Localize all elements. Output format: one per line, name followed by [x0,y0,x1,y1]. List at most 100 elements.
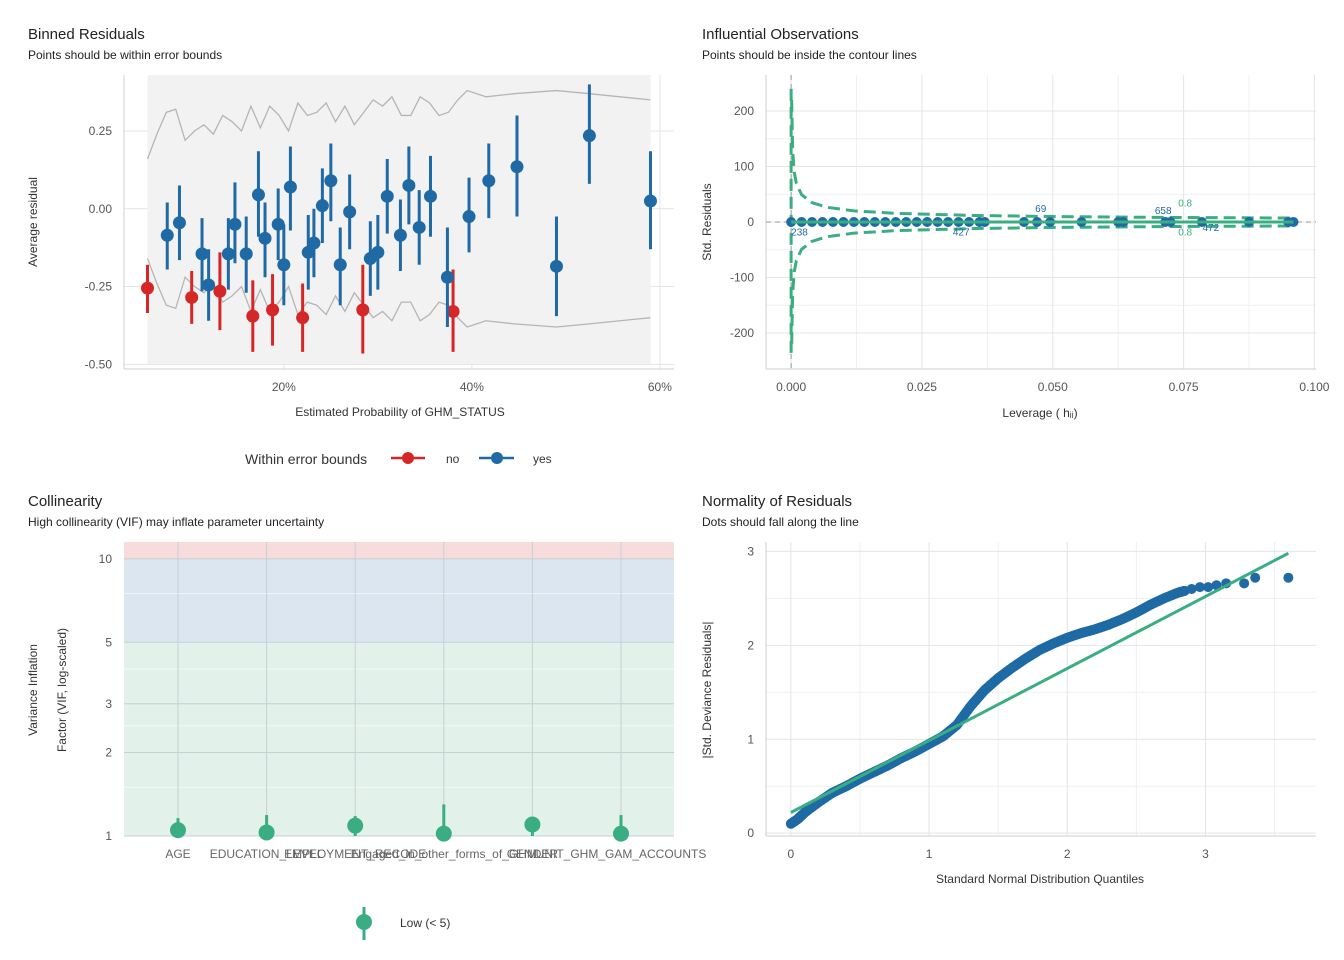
binned-point-yes [271,217,285,231]
binned-point-yes [462,210,476,224]
binned-point-yes [202,278,216,292]
normality-point [1250,572,1261,583]
binned-point-yes [172,216,186,230]
normality-point [1211,580,1222,591]
influential-contour-upper [790,99,1294,220]
influential-x-label: Leverage ( hᵢᵢ) [1002,406,1077,420]
binned-point-yes [549,259,563,273]
binned-point-yes [393,228,407,242]
normality-y-tick-label: 1 [747,732,754,746]
influential-contour-label: 0.8 [1178,198,1192,209]
binned-point-yes [307,236,321,250]
normality-x-tick-label: 3 [1202,847,1209,861]
influential-x-tick-label: 0.000 [776,380,806,394]
collinearity-point [613,825,629,842]
collinearity-point [524,816,541,833]
normality-y-label: |Std. Deviance Residuals| [700,622,714,759]
normality-point [1203,582,1214,593]
collinearity-x-tick-label: EDUCATION_LEVEL [210,847,324,861]
collinearity-zone-high [124,542,674,559]
binned-point-no [246,309,260,323]
influential-y-label: Std. Residuals [700,183,714,260]
influential-y-tick-label: -100 [730,270,754,284]
collinearity-zone-low [124,642,674,836]
legend-low-dot [356,914,372,930]
collinearity-y-tick-label: 2 [105,746,112,760]
binned-y-tick-label: -0.50 [85,357,113,371]
binned-point-yes [402,178,416,192]
binned-point-yes [277,258,291,272]
influential-x-tick-label: 0.075 [1169,380,1199,394]
normality-point [1194,582,1205,593]
binned-point-yes [510,160,524,174]
normality-x-label: Standard Normal Distribution Quantiles [936,872,1144,886]
influential-contour-lower [790,224,1294,345]
collinearity-x-tick-label: Engaged_in_other_forms_of_GHM [351,847,537,861]
influential-observations-plot: 200 100 0 -100 -200 0.000 0.025 0.050 0.075 0.100… [730,75,1330,394]
collinearity-point [347,817,364,834]
normality-y-tick-label: 2 [747,638,754,652]
normality-point [1283,572,1294,583]
binned-point-no [185,290,199,304]
collinearity-x-tick-label: EMPLOYMENT_RECODE [284,847,426,861]
influential-title: Influential Observations [702,26,859,43]
collinearity-y-tick-label: 5 [105,635,112,649]
collinearity-y-tick-label: 10 [99,552,113,566]
binned-point-yes [160,228,174,242]
collinearity-y-tick-label: 3 [105,697,112,711]
influential-contour-label: 0.8 [1178,227,1192,238]
collinearity-legend: Low (< 5) [356,907,450,940]
binned-y-tick-label: 0.25 [89,124,113,138]
influential-subtitle: Points should be inside the contour line… [702,48,917,62]
collinearity-x-tick-label: GENDER [507,847,559,861]
binned-point-no [446,304,460,318]
normality-reference-line [790,551,1290,814]
influential-y-tick-label: -200 [730,326,754,340]
binned-point-no [356,303,370,317]
binned-legend-title: Within error bounds [245,451,367,467]
binned-y-label: Average residual [26,177,40,267]
binned-point-yes [221,247,235,261]
binned-point-yes [333,258,347,272]
binned-point-yes [324,174,338,188]
binned-point-yes [423,189,437,203]
binned-x-tick-label: 60% [648,380,672,394]
influential-point-label: 238 [791,227,808,238]
binned-subtitle: Points should be within error bounds [28,48,222,62]
normality-title: Normality of Residuals [702,493,852,510]
normality-plot: 0 1 2 3 0 1 2 3 [747,542,1316,861]
influential-y-tick-label: 200 [734,104,754,118]
collinearity-x-tick-label: UNIT_GHM_GAM_ACCOUNTS [536,847,707,861]
binned-residuals-plot: 0.25 0.00 -0.25 -0.50 20% 40% 60% [85,75,674,394]
binned-point-yes [283,180,297,194]
influential-point-label: 472 [1202,223,1219,234]
binned-point-yes [301,245,315,259]
legend-low-label: Low (< 5) [400,916,450,930]
binned-point-no [213,284,227,298]
binned-point-yes [440,270,454,284]
binned-point-yes [228,217,242,231]
binned-title: Binned Residuals [28,26,145,43]
binned-y-tick-label: 0.00 [89,202,113,216]
binned-point-yes [315,199,329,213]
binned-x-tick-label: 40% [460,380,484,394]
collinearity-title: Collinearity [28,493,103,510]
influential-point-label: 427 [953,227,970,238]
collinearity-point [435,825,452,842]
influential-y-tick-label: 0 [747,215,754,229]
normality-x-tick-label: 2 [1064,847,1071,861]
collinearity-plot: 1 2 3 5 10 AGE EDUCATION_LEVELEMPLOYMENT_RECOD… [99,542,707,861]
normality-point [1186,583,1197,594]
collinearity-point [170,822,186,839]
collinearity-y-label-line1: Variance Inflation [26,644,40,736]
collinearity-subtitle: High collinearity (VIF) may inflate para… [28,515,324,529]
collinearity-point [258,824,275,841]
influential-point-label: 69 [1035,204,1047,215]
influential-x-tick-label: 0.100 [1299,380,1329,394]
normality-subtitle: Dots should fall along the line [702,515,859,529]
binned-point-yes [251,188,265,202]
binned-x-label: Estimated Probability of GHM_STATUS [295,405,505,419]
collinearity-y-label-line2: Factor (VIF, log-scaled) [55,628,69,752]
binned-point-yes [258,231,272,245]
